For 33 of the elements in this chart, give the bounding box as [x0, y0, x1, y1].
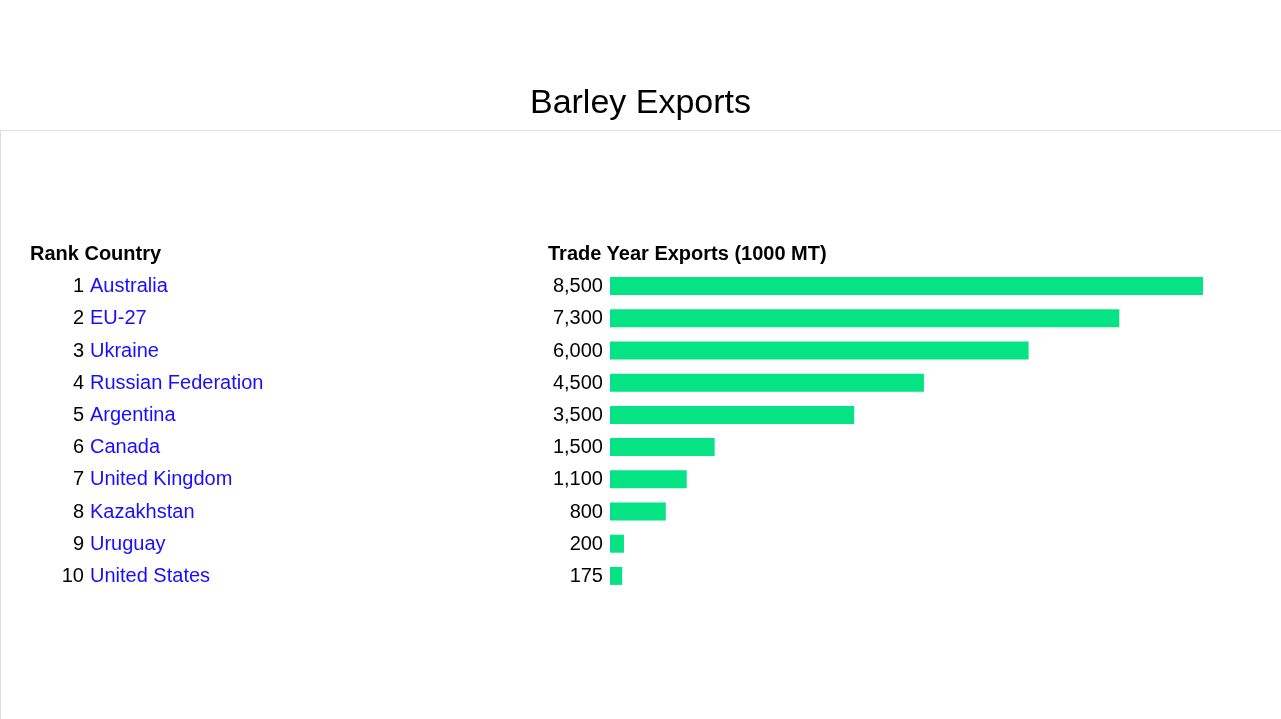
bar — [610, 502, 666, 521]
bar — [610, 341, 1029, 360]
text: Rank Country — [30, 242, 162, 264]
category-label: 3 Ukraine — [72, 338, 159, 361]
data-label: 6,000 — [552, 338, 603, 361]
bar — [610, 438, 715, 457]
category-label: 10 United States — [61, 563, 211, 586]
category-label: 8 Kazakhstan — [72, 499, 195, 522]
bar — [610, 405, 855, 424]
data-label: 200 — [569, 531, 603, 554]
data-label: 4,500 — [552, 370, 603, 393]
category-label: 5 Argentina — [72, 402, 176, 425]
bar — [610, 566, 623, 585]
bar — [610, 534, 624, 553]
data-label: 1,500 — [552, 435, 603, 458]
data-label: 175 — [569, 563, 603, 586]
bar — [610, 309, 1120, 328]
category-label: 6 Canada — [72, 435, 161, 458]
data-label: 1,100 — [552, 467, 603, 490]
data-label: 8,500 — [552, 274, 603, 297]
category-label: 4 Russian Federation — [72, 370, 264, 393]
category-label: 2 EU-27 — [72, 306, 147, 329]
category-label: 1 Australia — [72, 274, 168, 297]
data-label: 800 — [569, 499, 603, 522]
data-label: 7,300 — [552, 306, 603, 329]
bar — [610, 277, 1203, 296]
bar — [610, 470, 687, 489]
bar — [610, 373, 924, 392]
x-axis-title: Trade Year Exports (1000 MT) — [548, 242, 827, 264]
category-label: 9 Uruguay — [72, 531, 166, 554]
data-label: 3,500 — [552, 402, 603, 425]
category-label: 7 United Kingdom — [72, 467, 233, 490]
chart-title: Barley Exports — [529, 82, 752, 120]
